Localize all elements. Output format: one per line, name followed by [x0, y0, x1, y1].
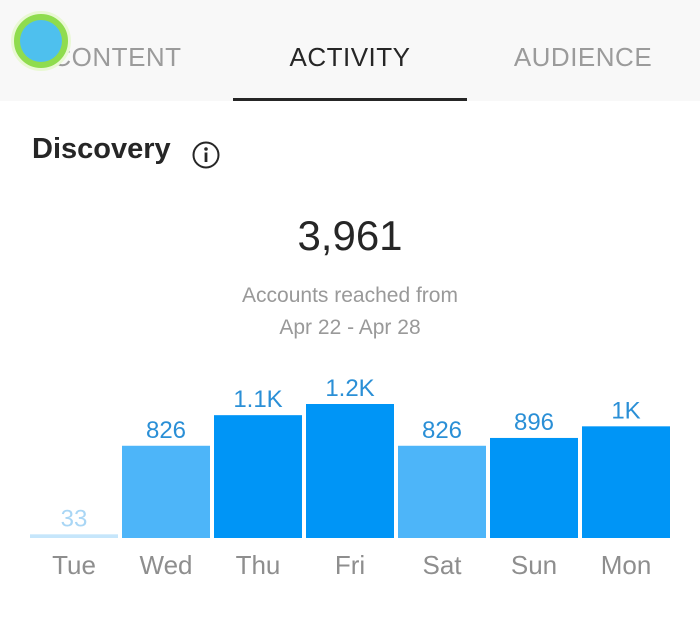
day-label: Thu: [236, 550, 281, 580]
bar-value-label: 896: [514, 409, 554, 436]
tab-content[interactable]: CONTENT: [52, 42, 182, 72]
accounts-reached-caption: Accounts reached from: [242, 284, 458, 307]
tab-bar: CONTENT ACTIVITY AUDIENCE: [0, 0, 700, 101]
section-title: Discovery: [32, 133, 171, 165]
date-range: Apr 22 - Apr 28: [279, 316, 421, 339]
active-tab-indicator: [233, 98, 467, 101]
bar-sat[interactable]: [398, 445, 486, 538]
bar-fri[interactable]: [306, 404, 394, 538]
info-circle-icon[interactable]: [191, 140, 221, 170]
discovery-bar-chart: 33 Tue 826 Wed 1.1K Thu 1.2K Fri 826 Sat 896 Sun 1K M…: [30, 375, 670, 580]
bar-tue[interactable]: [30, 534, 118, 538]
watermark-logo-inner: [20, 20, 62, 62]
bar-value-label: 1.1K: [233, 386, 282, 413]
bar-value-label: 826: [422, 417, 462, 444]
bar-value-label: 826: [146, 417, 186, 444]
bar-value-label: 1.2K: [325, 375, 374, 402]
bar-wed[interactable]: [122, 445, 210, 538]
bar-mon[interactable]: [582, 426, 670, 538]
tab-audience[interactable]: AUDIENCE: [513, 42, 653, 72]
day-label: Mon: [601, 550, 652, 580]
bar-value-label: 33: [61, 505, 88, 532]
bar-value-label: 1K: [611, 397, 640, 424]
day-label: Sun: [511, 550, 557, 580]
tab-activity[interactable]: ACTIVITY: [289, 42, 411, 72]
day-label: Wed: [140, 550, 193, 580]
watermark-logo: [11, 11, 71, 71]
bar-sun[interactable]: [490, 437, 578, 538]
accounts-reached-value: 3,961: [297, 212, 403, 259]
bar-thu[interactable]: [214, 415, 302, 538]
day-label: Fri: [335, 550, 365, 580]
day-label: Sat: [422, 550, 462, 580]
day-label: Tue: [52, 550, 96, 580]
